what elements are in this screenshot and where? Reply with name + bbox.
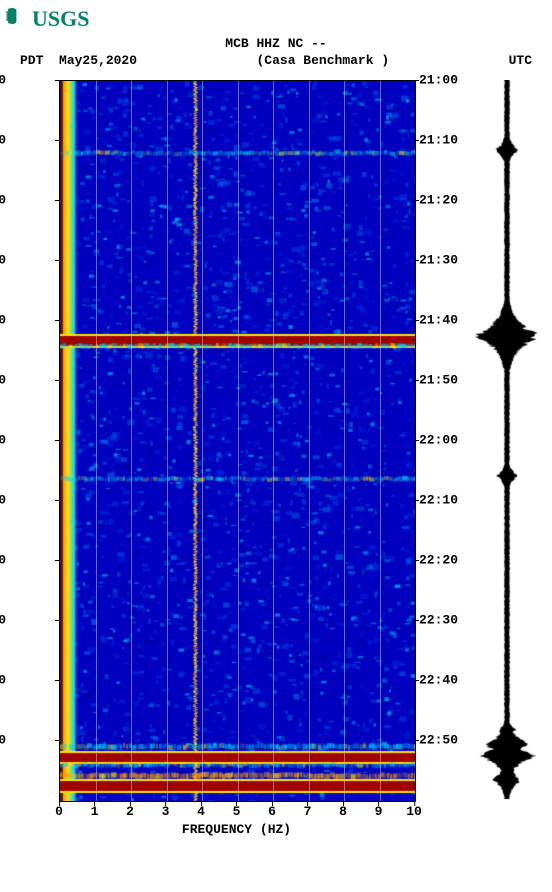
freq-tick: 8 (339, 804, 347, 819)
date-label: May25,2020 (59, 53, 137, 68)
freq-tick: 6 (268, 804, 276, 819)
seismogram-trace (468, 80, 546, 800)
freq-tick: 2 (126, 804, 134, 819)
utc-tick: 21:50 (419, 372, 458, 387)
pdt-tick: 14:20 (0, 192, 6, 207)
pdt-tick: 15:00 (0, 432, 6, 447)
freq-tick: 3 (162, 804, 170, 819)
pdt-tick: 15:40 (0, 672, 6, 687)
utc-tick: 22:50 (419, 732, 458, 747)
pdt-tick: 14:40 (0, 312, 6, 327)
utc-tick: 21:40 (419, 312, 458, 327)
chart-header: MCB HHZ NC -- PDT May25,2020 (Casa Bench… (0, 36, 552, 70)
utc-tick: 22:40 (419, 672, 458, 687)
utc-tick: 22:10 (419, 492, 458, 507)
utc-tick: 21:20 (419, 192, 458, 207)
freq-tick: 10 (406, 804, 422, 819)
pdt-tick: 15:10 (0, 492, 6, 507)
right-tz-label: UTC (509, 53, 532, 70)
utc-tick: 22:20 (419, 552, 458, 567)
utc-tick: 21:10 (419, 132, 458, 147)
svg-text:USGS: USGS (32, 6, 89, 31)
pdt-tick: 15:30 (0, 612, 6, 627)
pdt-tick: 15:50 (0, 732, 6, 747)
freq-tick: 5 (233, 804, 241, 819)
pdt-tick: 14:30 (0, 252, 6, 267)
utc-tick: 21:30 (419, 252, 458, 267)
chart-title-1: MCB HHZ NC -- (0, 36, 552, 53)
freq-tick: 1 (91, 804, 99, 819)
pdt-tick: 14:50 (0, 372, 6, 387)
freq-tick: 9 (375, 804, 383, 819)
left-tz-label: PDT (20, 53, 43, 68)
spectrogram-plot (59, 80, 416, 802)
utc-tick: 21:00 (419, 72, 458, 87)
freq-tick: 4 (197, 804, 205, 819)
usgs-logo: USGS (0, 0, 552, 36)
pdt-tick: 15:20 (0, 552, 6, 567)
chart-title-2: (Casa Benchmark ) (137, 53, 509, 70)
utc-tick: 22:00 (419, 432, 458, 447)
pdt-tick: 14:10 (0, 132, 6, 147)
utc-tick: 22:30 (419, 612, 458, 627)
freq-tick: 7 (304, 804, 312, 819)
x-axis-label: FREQUENCY (HZ) (59, 822, 414, 837)
pdt-tick: 14:00 (0, 72, 6, 87)
freq-tick: 0 (55, 804, 63, 819)
